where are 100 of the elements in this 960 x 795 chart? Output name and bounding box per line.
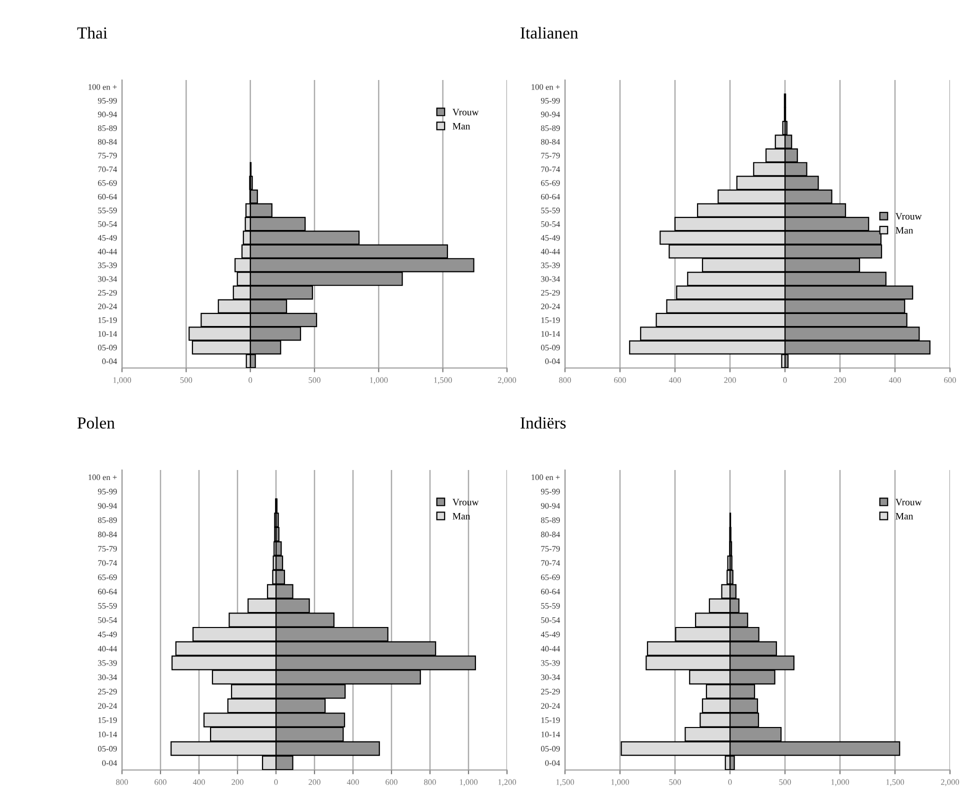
y-tick-label: 35-39 [98, 660, 117, 666]
y-tick-label: 0-04 [545, 760, 560, 766]
y-tick-label: 65-69 [541, 574, 560, 580]
y-tick-label: 95-99 [98, 488, 117, 494]
y-tick-label: 45-49 [540, 632, 560, 638]
y-tick-label: 80-84 [541, 532, 560, 538]
y-tick-label: 0-04 [102, 760, 118, 766]
y-tick-label: 30-34 [541, 276, 560, 282]
y-tick-label: 10-14 [98, 732, 118, 738]
y-tick-label: 60-64 [98, 588, 118, 594]
x-tick-label: 500 [308, 377, 320, 383]
x-tick-label: 1,500 [886, 779, 904, 786]
y-tick-label: 100 en + [88, 84, 117, 90]
x-tick-label: 1,000 [460, 779, 478, 786]
x-tick-label: 400 [346, 779, 359, 785]
y-tick-label: 20-24 [98, 304, 118, 310]
y-tick-label: 45-49 [98, 632, 117, 638]
x-tick-label: 600 [944, 377, 956, 383]
y-tick-label: 80-84 [541, 139, 560, 145]
y-tick-label: 10-14 [98, 331, 118, 337]
y-tick-label: 70-74 [541, 166, 560, 172]
x-tick-label: 0 [248, 377, 252, 383]
y-tick-label: 85-89 [541, 125, 560, 131]
y-tick-label: 100 en + [532, 474, 560, 480]
y-tick-label: 90-94 [540, 112, 560, 118]
legend-label: Vrouw [895, 213, 922, 220]
x-tick-label: 200 [232, 779, 244, 785]
x-tick-label: 1,000 [611, 779, 630, 786]
y-tick-label: 70-74 [98, 560, 118, 566]
y-tick-label: 85-89 [98, 125, 117, 131]
y-tick-label: 0-04 [102, 358, 118, 364]
legend-label: Vrouw [452, 108, 479, 116]
y-tick-label: 50-54 [541, 221, 560, 227]
y-tick-label: 40-44 [98, 646, 118, 652]
x-tick-label: 0 [783, 377, 787, 383]
y-tick-label: 70-74 [541, 560, 560, 566]
y-tick-label: 60-64 [541, 588, 560, 594]
y-tick-label: 35-39 [541, 660, 560, 666]
x-tick-label: 2,000 [940, 779, 960, 786]
y-tick-label: 85-89 [98, 517, 117, 523]
y-tick-label: 30-34 [541, 674, 560, 680]
y-tick-label: 65-69 [98, 574, 117, 580]
x-tick-label: 500 [669, 779, 681, 785]
y-tick-label: 25-29 [541, 688, 560, 694]
x-tick-label: 2,000 [498, 377, 516, 384]
y-tick-label: 95-99 [540, 488, 560, 494]
y-tick-label: 55-59 [541, 208, 560, 214]
y-tick-label: 75-79 [541, 152, 560, 158]
y-tick-label: 80-84 [98, 139, 118, 145]
y-tick-label: 05-09 [98, 746, 117, 752]
y-tick-label: 60-64 [541, 194, 560, 200]
legend-label: Man [896, 227, 914, 234]
y-tick-label: 45-49 [98, 235, 117, 241]
y-tick-label: 60-64 [98, 194, 118, 200]
x-tick-label: 600 [386, 779, 398, 785]
y-tick-label: 15-19 [541, 317, 560, 323]
y-tick-label: 20-24 [541, 703, 560, 709]
y-tick-label: 30-34 [98, 674, 118, 680]
y-tick-label: 65-69 [98, 180, 117, 186]
y-tick-label: 35-39 [98, 262, 117, 268]
x-tick-label: 1,200 [498, 779, 516, 786]
y-tick-label: 75-79 [98, 546, 117, 552]
y-tick-label: 25-29 [98, 290, 117, 296]
x-tick-label: 1,000 [831, 779, 850, 786]
y-tick-label: 80-84 [98, 532, 118, 538]
y-tick-label: 10-14 [541, 331, 560, 337]
legend-label: Man [896, 512, 914, 520]
y-tick-label: 55-59 [98, 208, 117, 214]
y-tick-label: 95-99 [98, 98, 117, 104]
y-tick-label: 55-59 [98, 603, 117, 609]
x-tick-label: 800 [559, 377, 571, 383]
y-tick-label: 15-19 [98, 317, 117, 323]
y-tick-label: 75-79 [541, 546, 560, 552]
chart-title: Italianen [520, 26, 578, 39]
x-tick-label: 200 [308, 779, 320, 785]
x-tick-label: 0 [274, 779, 278, 785]
x-tick-label: 500 [180, 377, 192, 383]
x-tick-label: 1,000 [370, 377, 388, 384]
chart-title: Polen [77, 416, 115, 429]
y-tick-label: 40-44 [98, 248, 118, 254]
chart-title: Thai [77, 26, 108, 39]
x-tick-label: 1,500 [434, 377, 452, 384]
y-tick-label: 15-19 [541, 717, 560, 723]
y-tick-label: 30-34 [98, 276, 118, 282]
y-tick-label: 25-29 [541, 290, 560, 296]
x-tick-label: 600 [154, 779, 166, 785]
x-tick-label: 0 [728, 779, 732, 785]
x-tick-label: 800 [424, 779, 436, 785]
y-tick-label: 10-14 [541, 732, 560, 738]
y-tick-label: 35-39 [541, 262, 560, 268]
x-tick-label: 1,500 [556, 779, 574, 786]
y-tick-label: 0-04 [545, 358, 560, 364]
x-tick-label: 400 [888, 377, 901, 383]
y-tick-label: 40-44 [540, 248, 560, 254]
x-tick-label: 200 [724, 377, 736, 383]
legend-label: Vrouw [895, 498, 922, 506]
y-tick-label: 55-59 [541, 603, 560, 609]
y-tick-label: 50-54 [541, 617, 560, 623]
y-tick-label: 20-24 [541, 304, 560, 310]
x-tick-label: 200 [834, 377, 846, 383]
